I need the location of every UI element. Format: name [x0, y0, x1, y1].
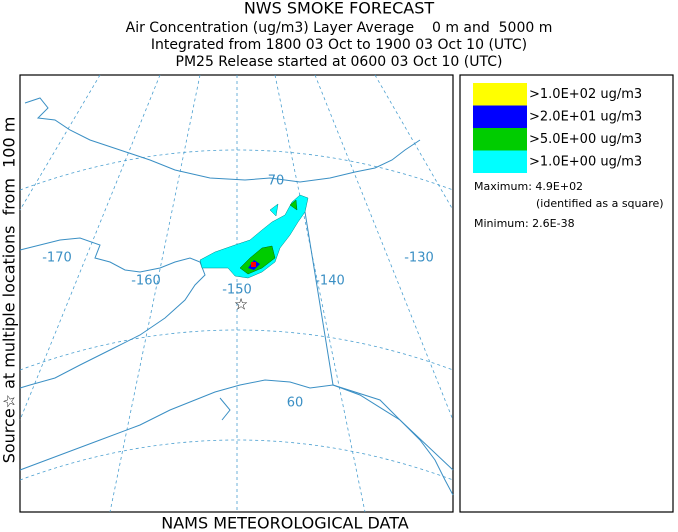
legend-swatch — [473, 128, 527, 151]
footer: NAMS METEOROLOGICAL DATA — [161, 514, 409, 532]
coast — [219, 397, 231, 421]
meridian — [374, 74, 454, 211]
header-line: Air Concentration (ug/m3) Layer Average … — [126, 20, 553, 36]
maximum-note: (identified as a square) — [536, 197, 664, 210]
legend-label: >1.0E+02 ug/m3 — [529, 87, 642, 102]
side-label: Source☆ at multiple locations from 100 m — [0, 117, 19, 464]
coast — [19, 379, 454, 496]
meridian — [19, 74, 161, 421]
map-label: -160 — [131, 274, 161, 289]
map-label: 60 — [287, 396, 304, 411]
coast — [19, 237, 206, 389]
legend-swatch — [473, 105, 527, 128]
coast — [24, 97, 421, 183]
meridian — [274, 74, 366, 513]
map-label: -170 — [42, 251, 72, 266]
legend-swatch — [473, 83, 527, 106]
map-label: 70 — [268, 174, 285, 189]
map-label: -140 — [315, 274, 345, 289]
parallel — [19, 149, 454, 191]
legend-label: >5.0E+00 ug/m3 — [529, 132, 642, 147]
header-line: PM25 Release started at 0600 03 Oct 10 (… — [176, 54, 503, 70]
minimum: Minimum: 2.6E-38 — [474, 217, 575, 230]
header-line: Integrated from 1800 03 Oct to 1900 03 O… — [151, 37, 527, 53]
map-label: -150 — [222, 283, 252, 298]
graticule — [19, 74, 454, 513]
parallel — [19, 439, 454, 481]
legend-label: >2.0E+01 ug/m3 — [529, 109, 642, 124]
parallel — [19, 329, 454, 371]
border — [332, 384, 454, 471]
plume-level-1 — [199, 194, 309, 279]
map: 70 -170 -160 -150 -140 -130 60 ☆ — [19, 74, 454, 513]
maximum: Maximum: 4.9E+02 — [474, 180, 583, 193]
legend: Maximum: 4.9E+02 (identified as a square… — [459, 74, 674, 513]
title: NWS SMOKE FORECAST — [244, 0, 435, 18]
map-label: -130 — [404, 251, 434, 266]
meridian — [109, 74, 201, 513]
legend-swatch — [473, 150, 527, 173]
meridian — [314, 74, 454, 421]
smoke-plume — [199, 194, 309, 279]
coastline — [19, 97, 454, 496]
legend-label: >1.0E+00 ug/m3 — [529, 154, 642, 169]
map-frame — [19, 74, 454, 513]
plume-level-1 — [269, 203, 279, 217]
border — [304, 211, 334, 386]
meridian — [19, 74, 101, 211]
source-marker: ☆ — [234, 295, 248, 314]
plume-level-3 — [289, 199, 298, 211]
max-square — [251, 262, 256, 267]
